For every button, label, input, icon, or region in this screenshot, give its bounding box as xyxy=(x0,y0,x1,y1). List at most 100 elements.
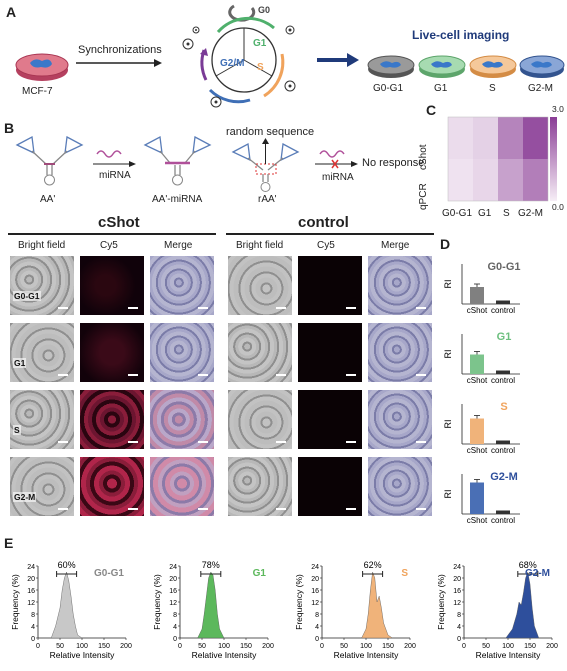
mcf7-label: MCF-7 xyxy=(22,86,53,97)
reaction-arrow-1 xyxy=(93,161,136,167)
bar-category-label: cShot xyxy=(467,516,488,525)
img-control-g0g1-merge xyxy=(368,256,432,315)
hist-ytick: 24 xyxy=(311,564,319,571)
bar-chart-title: G2-M xyxy=(490,471,518,483)
mirna-label-2: miRNA xyxy=(322,172,354,183)
group-control-title: control xyxy=(298,214,349,231)
hist-ytick: 16 xyxy=(27,588,35,595)
heatmap-cell xyxy=(523,117,548,159)
img-cshot-g2m-cy5 xyxy=(80,457,144,516)
hist-ytick: 12 xyxy=(27,600,35,607)
heatmap-col-g2m: G2-M xyxy=(518,208,543,219)
phase-g2m: G2/M xyxy=(220,58,245,69)
hist-title: G1 xyxy=(253,568,267,579)
hist-ylabel: Frequency (%) xyxy=(294,574,304,630)
hist-xtick: 50 xyxy=(482,643,490,650)
hist-xtick: 100 xyxy=(502,643,514,650)
bar-category-label: control xyxy=(491,306,515,315)
hist-ytick: 16 xyxy=(453,588,461,595)
img-control-g1-cy5 xyxy=(298,323,362,382)
panel-label-a: A xyxy=(6,4,17,20)
hist-ytick: 12 xyxy=(453,600,461,607)
random-seq-label: random sequence xyxy=(226,126,315,138)
hist-ytick: 20 xyxy=(27,576,35,583)
heatmap-cell xyxy=(473,159,498,201)
sync-label: Synchronizations xyxy=(78,44,162,56)
probe-aa-label: AA' xyxy=(40,194,56,205)
col-header-bf-1: Bright field xyxy=(18,240,66,251)
hist-xtick: 50 xyxy=(198,643,206,650)
img-control-g2m-merge xyxy=(368,457,432,516)
mirna-squiggle xyxy=(96,150,122,158)
hist-xtick: 200 xyxy=(262,643,274,650)
img-cshot-g2m-bf: G2-M xyxy=(10,457,74,516)
bar xyxy=(496,300,510,304)
hist-ytick: 12 xyxy=(311,600,319,607)
heatmap-cell xyxy=(523,159,548,201)
hist-ytick: 24 xyxy=(27,564,35,571)
hist-xtick: 200 xyxy=(120,643,132,650)
hist-annotation: 62% xyxy=(364,560,382,570)
hist-ytick: 8 xyxy=(31,612,35,619)
bar-chart-title: S xyxy=(500,401,507,413)
img-cshot-s-cy5 xyxy=(80,390,144,449)
row-label-s: S xyxy=(13,425,21,435)
hist-ytick: 20 xyxy=(453,576,461,583)
probe-bound-label: AA'-miRNA xyxy=(152,194,203,205)
dish-label-g2m: G2-M xyxy=(528,83,553,94)
probe-bound-diagram xyxy=(143,135,212,186)
probe-random-label: rAA' xyxy=(258,194,277,205)
bar xyxy=(470,354,484,374)
hist-ytick: 4 xyxy=(31,624,35,631)
hist-ylabel: Frequency (%) xyxy=(152,574,162,630)
img-cshot-g0g1-cy5 xyxy=(80,256,144,315)
hist-xtick: 100 xyxy=(360,643,372,650)
hist-area xyxy=(197,571,225,639)
hist-title: G0-G1 xyxy=(94,568,124,579)
hist-ytick: 8 xyxy=(457,612,461,619)
hist-ytick: 4 xyxy=(173,624,177,631)
bar-category-label: cShot xyxy=(467,376,488,385)
bar xyxy=(470,418,484,444)
hist-xtick: 150 xyxy=(240,643,252,650)
hist-xtick: 50 xyxy=(56,643,64,650)
hist-xtick: 100 xyxy=(218,643,230,650)
hist-xlabel: Relative Intensity xyxy=(192,650,257,660)
probe-random-diagram xyxy=(231,138,300,192)
hist-ytick: 20 xyxy=(169,576,177,583)
panel-label-b: B xyxy=(4,120,15,136)
mirna-label-1: miRNA xyxy=(99,170,131,181)
bar-category-label: cShot xyxy=(467,446,488,455)
hist-ytick: 16 xyxy=(169,588,177,595)
hist-ytick: 8 xyxy=(315,612,319,619)
heatmap-col-s: S xyxy=(503,208,510,219)
bar-chart-title: G1 xyxy=(497,331,512,343)
hist-annotation: 78% xyxy=(202,560,220,570)
hist-xlabel: Relative Intensity xyxy=(334,650,399,660)
hist-ylabel: Frequency (%) xyxy=(436,574,446,630)
bar xyxy=(496,440,510,444)
mirna-squiggle-2 xyxy=(319,150,345,158)
img-control-s-cy5 xyxy=(298,390,362,449)
bar-ylabel: RI xyxy=(443,280,453,289)
panel-label-c: C xyxy=(426,102,437,118)
hist-title: G2-M xyxy=(525,568,550,579)
hist-xtick: 150 xyxy=(524,643,536,650)
bar-category-label: cShot xyxy=(467,306,488,315)
heatmap xyxy=(447,116,557,202)
hist-ytick: 4 xyxy=(457,624,461,631)
dish-g0g1 xyxy=(367,55,415,78)
hist-xtick: 100 xyxy=(76,643,88,650)
img-control-g0g1-bf xyxy=(228,256,292,315)
hist-ytick: 20 xyxy=(311,576,319,583)
bar xyxy=(496,370,510,374)
hist-ytick: 0 xyxy=(31,636,35,643)
group-cshot-title: cShot xyxy=(98,214,140,231)
hist-ytick: 8 xyxy=(173,612,177,619)
hist-ytick: 24 xyxy=(453,564,461,571)
mcf7-dish xyxy=(15,53,69,81)
heatmap-col-g0g1: G0-G1 xyxy=(442,208,473,219)
bar-category-label: control xyxy=(491,516,515,525)
